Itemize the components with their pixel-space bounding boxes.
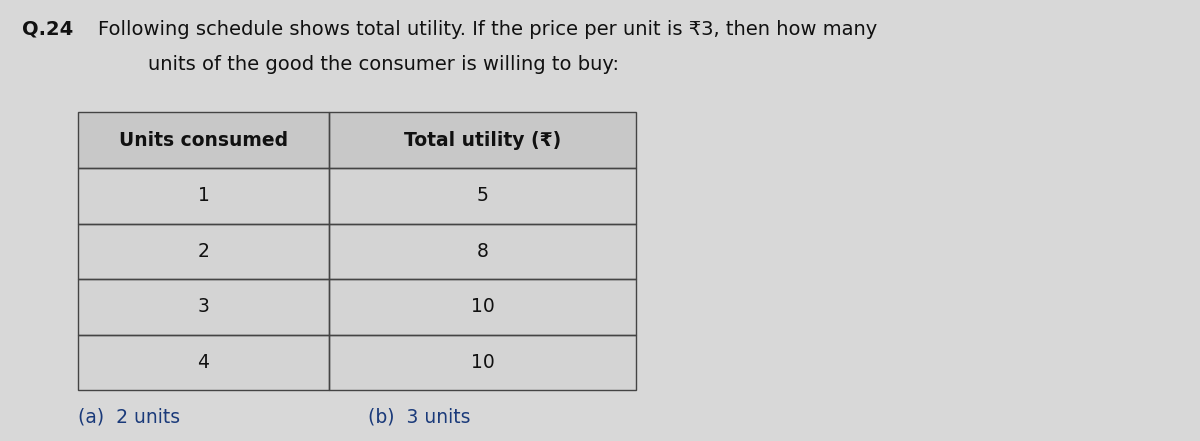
Bar — [78, 224, 329, 279]
Bar — [78, 168, 329, 224]
Bar — [78, 335, 329, 390]
Bar — [329, 224, 636, 279]
Bar — [78, 279, 329, 335]
Text: Units consumed: Units consumed — [119, 131, 288, 150]
Bar — [329, 335, 636, 390]
Bar — [329, 335, 636, 390]
Bar — [329, 112, 636, 168]
Text: units of the good the consumer is willing to buy:: units of the good the consumer is willin… — [98, 55, 619, 74]
Text: 5: 5 — [476, 186, 488, 206]
Bar — [78, 112, 329, 168]
Text: 8: 8 — [476, 242, 488, 261]
Bar — [78, 168, 329, 224]
Bar — [78, 112, 329, 168]
Text: (b)  3 units: (b) 3 units — [368, 408, 470, 427]
Text: 10: 10 — [470, 353, 494, 372]
Bar — [78, 279, 329, 335]
Bar — [329, 279, 636, 335]
Bar — [329, 168, 636, 224]
Bar — [78, 224, 329, 279]
Text: (a)  2 units: (a) 2 units — [78, 408, 180, 427]
Text: 1: 1 — [198, 186, 210, 206]
Text: 2: 2 — [198, 242, 210, 261]
Bar — [329, 168, 636, 224]
Bar — [78, 335, 329, 390]
Text: Total utility (₹): Total utility (₹) — [404, 131, 562, 150]
Bar — [329, 279, 636, 335]
Text: 4: 4 — [198, 353, 210, 372]
Text: 3: 3 — [198, 297, 210, 317]
Text: Following schedule shows total utility. If the price per unit is ₹3, then how ma: Following schedule shows total utility. … — [98, 20, 877, 39]
Bar — [329, 112, 636, 168]
Bar — [329, 224, 636, 279]
Text: 10: 10 — [470, 297, 494, 317]
Text: Q.24: Q.24 — [22, 20, 73, 39]
